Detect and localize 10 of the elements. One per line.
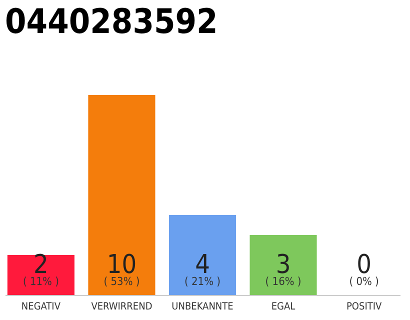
x-tick-label: POSITIV xyxy=(346,302,382,312)
x-tick-label: VERWIRREND xyxy=(91,302,152,312)
bar xyxy=(250,235,317,295)
chart-title: 0440283592 xyxy=(5,2,218,42)
x-tick-label: EGAL xyxy=(271,302,296,312)
x-tick-label: NEGATIV xyxy=(21,302,62,312)
bar xyxy=(168,215,236,295)
x-tick-label: UNBEKANNTE xyxy=(172,302,234,312)
bar xyxy=(7,255,74,295)
bar xyxy=(88,95,156,295)
